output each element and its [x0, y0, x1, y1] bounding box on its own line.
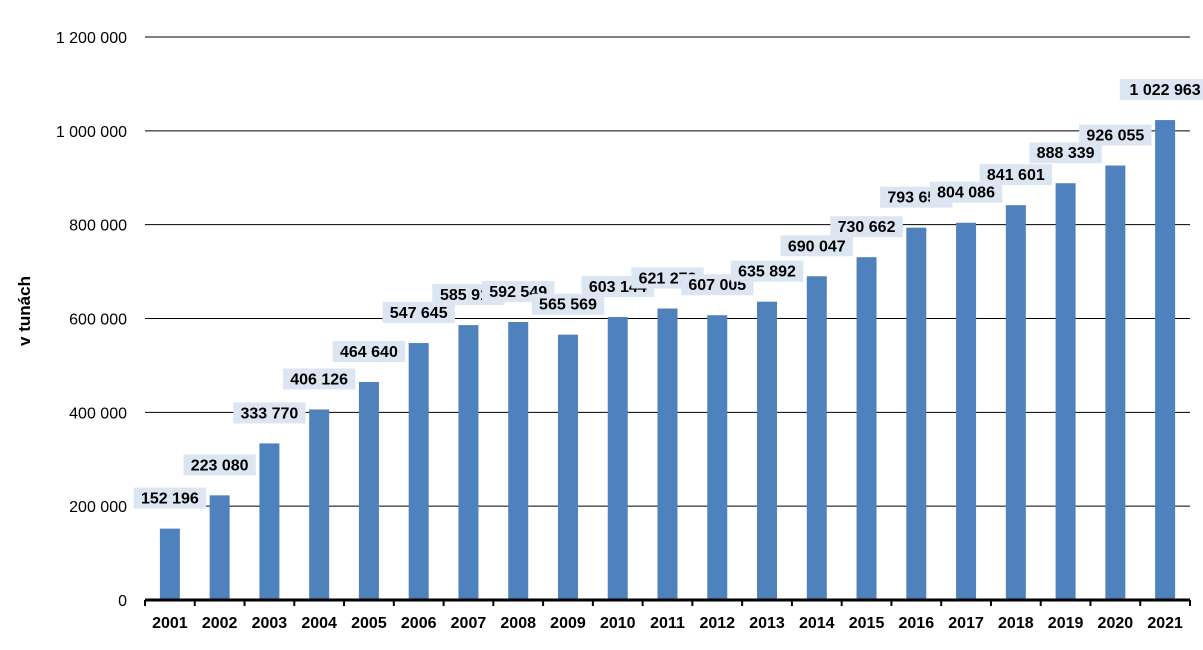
bar	[1105, 165, 1126, 600]
bar	[209, 495, 230, 600]
data-label-background	[133, 487, 207, 509]
bars	[159, 120, 1176, 601]
data-label: 926 055	[1086, 128, 1144, 145]
bar	[557, 334, 578, 600]
bar	[159, 528, 180, 600]
x-axis-ticks: 2001 2002 2003 2004 2005 2006 2007 2008 2009 2010…	[152, 615, 1183, 632]
data-label: 565 569	[539, 297, 597, 314]
data-label-background	[332, 341, 406, 363]
bar	[856, 257, 877, 600]
x-tick-label: 2009	[550, 615, 586, 632]
x-tick-label: 2007	[451, 615, 487, 632]
y-tick-label: 800 000	[69, 218, 127, 235]
x-tick-label: 2003	[252, 615, 288, 632]
bar	[508, 321, 529, 600]
data-label-background	[929, 181, 1003, 203]
bar	[707, 315, 728, 600]
data-labels: 152 196 223 080 333 770 406 126 464 640 547 6…	[133, 79, 1203, 509]
x-tick-label: 2002	[202, 615, 238, 632]
x-tick-label: 2016	[899, 615, 935, 632]
data-label-background	[830, 216, 903, 238]
bar	[956, 222, 977, 601]
data-label: 547 645	[390, 305, 448, 322]
data-label-background	[1119, 79, 1203, 101]
data-label-background	[531, 293, 605, 315]
bar	[1005, 205, 1026, 600]
data-label: 888 339	[1037, 145, 1095, 162]
data-label-background	[979, 164, 1053, 186]
x-tick-label: 2019	[1048, 615, 1084, 632]
x-tick-label: 2018	[998, 615, 1034, 632]
x-tick-label: 2021	[1147, 615, 1183, 632]
data-label-background	[1029, 142, 1102, 164]
bar	[259, 443, 280, 600]
data-label: 730 662	[838, 219, 896, 236]
y-axis-ticks: 0 200 000 400 000 600 000 800 000 1 000 000 1 …	[56, 30, 127, 610]
data-label: 464 640	[340, 344, 398, 361]
bar	[458, 325, 479, 600]
data-label-background	[780, 235, 853, 257]
y-tick-label: 0	[118, 593, 127, 610]
bar	[906, 227, 927, 600]
x-tick-label: 2005	[351, 615, 387, 632]
bar	[806, 276, 827, 600]
bar	[1155, 120, 1176, 600]
x-tick-label: 2020	[1098, 615, 1134, 632]
data-label-background	[382, 302, 455, 324]
y-tick-label: 600 000	[69, 312, 127, 329]
x-tick-label: 2004	[301, 615, 337, 632]
x-tick-label: 2001	[152, 615, 188, 632]
data-label-background	[1079, 124, 1152, 146]
data-label-background	[282, 368, 356, 390]
data-label: 841 601	[987, 167, 1045, 184]
bar	[358, 382, 379, 600]
x-tick-label: 2015	[849, 615, 885, 632]
x-tick-label: 2008	[500, 615, 536, 632]
data-label: 690 047	[788, 238, 846, 255]
x-tick-label: 2017	[948, 615, 984, 632]
bar	[607, 317, 628, 600]
x-tick-label: 2014	[799, 615, 835, 632]
data-label: 1 022 963	[1130, 82, 1201, 99]
x-tick-label: 2012	[699, 615, 735, 632]
y-axis-label: v tunách	[15, 276, 34, 346]
x-tick-label: 2011	[650, 615, 685, 632]
y-tick-label: 1 200 000	[56, 30, 127, 47]
data-label: 333 770	[240, 405, 298, 422]
bar	[408, 343, 429, 600]
y-tick-label: 1 000 000	[56, 124, 127, 141]
x-tick-label: 2013	[749, 615, 785, 632]
y-tick-label: 400 000	[69, 405, 127, 422]
x-axis	[144, 598, 1191, 606]
data-label: 406 126	[290, 371, 348, 388]
bar	[657, 308, 678, 600]
data-label-background	[730, 260, 804, 282]
data-label: 804 086	[937, 185, 995, 202]
y-tick-label: 200 000	[69, 499, 127, 516]
bar	[1055, 183, 1076, 600]
x-tick-label: 2006	[401, 615, 437, 632]
data-label: 635 892	[738, 264, 796, 281]
data-label-background	[183, 454, 256, 476]
data-label: 152 196	[141, 491, 199, 508]
data-label-background	[233, 402, 306, 424]
data-label: 223 080	[191, 457, 249, 474]
bar	[309, 409, 330, 600]
bar	[757, 301, 778, 600]
x-tick-label: 2010	[600, 615, 636, 632]
